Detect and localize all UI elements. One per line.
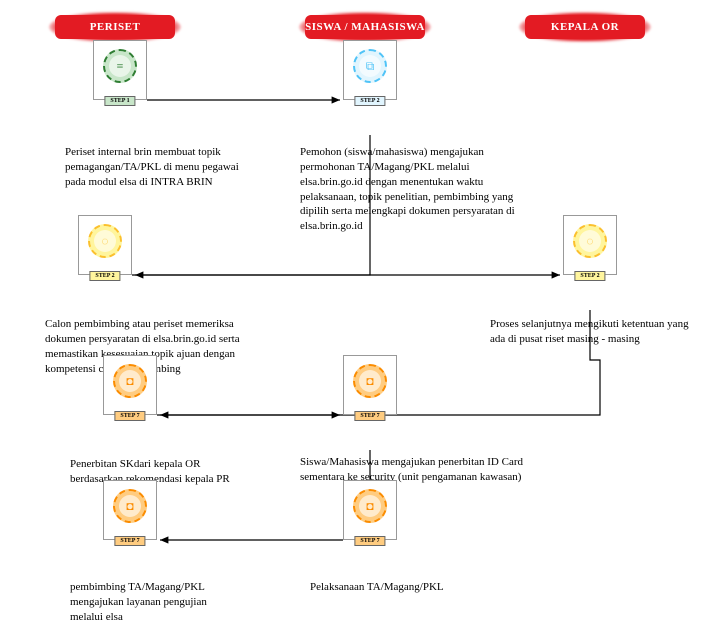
- step-description: Penerbitan SKdari kepala OR berdasarkan …: [70, 457, 250, 487]
- step-icon: ◘: [113, 489, 147, 523]
- step-description: Periset internal brin membuat topik pema…: [65, 145, 255, 190]
- step-box-s7b: ◘STEP 7: [343, 355, 397, 415]
- step-glyph-icon: ◌: [94, 230, 116, 252]
- step-box-s2: ⧉STEP 2: [343, 40, 397, 100]
- step-icon: ◌: [88, 224, 122, 258]
- step-box-s7d: ◘STEP 7: [343, 480, 397, 540]
- step-tag: STEP 7: [354, 536, 385, 546]
- step-icon: ◌: [573, 224, 607, 258]
- column-header-periset: PERISET: [55, 15, 175, 39]
- step-icon: ◘: [113, 364, 147, 398]
- step-tag: STEP 2: [89, 271, 120, 281]
- step-tag: STEP 7: [114, 411, 145, 421]
- step-tag: STEP 7: [354, 411, 385, 421]
- step-description: Pemohon (siswa/mahasiswa) mengajukan per…: [300, 145, 530, 234]
- step-description: Siswa/Mahasiswa mengajukan penerbitan ID…: [300, 455, 540, 485]
- step-tag: STEP 7: [114, 536, 145, 546]
- step-glyph-icon: ◌: [579, 230, 601, 252]
- step-box-s7a: ◘STEP 7: [103, 355, 157, 415]
- column-header-label: PERISET: [90, 21, 141, 33]
- step-glyph-icon: ◘: [119, 495, 141, 517]
- step-icon: ≡: [103, 49, 137, 83]
- step-box-s1: ≡STEP 1: [93, 40, 147, 100]
- step-description: pembimbing TA/Magang/PKL mengajukan laya…: [70, 580, 240, 625]
- step-description: Proses selanjutnya mengikuti ketentuan y…: [490, 317, 690, 347]
- step-tag: STEP 2: [574, 271, 605, 281]
- step-icon: ◘: [353, 364, 387, 398]
- step-glyph-icon: ⧉: [359, 55, 381, 77]
- step-icon: ⧉: [353, 49, 387, 83]
- step-tag: STEP 2: [354, 96, 385, 106]
- step-glyph-icon: ≡: [109, 55, 131, 77]
- step-box-s3b: ◌STEP 2: [563, 215, 617, 275]
- step-glyph-icon: ◘: [119, 370, 141, 392]
- step-tag: STEP 1: [104, 96, 135, 106]
- step-box-s7c: ◘STEP 7: [103, 480, 157, 540]
- column-header-label: SISWA / MAHASISWA: [305, 21, 425, 33]
- column-header-kepala: KEPALA OR: [525, 15, 645, 39]
- column-header-siswa: SISWA / MAHASISWA: [305, 15, 425, 39]
- step-glyph-icon: ◘: [359, 495, 381, 517]
- step-box-s3a: ◌STEP 2: [78, 215, 132, 275]
- step-description: Pelaksanaan TA/Magang/PKL: [310, 580, 470, 595]
- step-icon: ◘: [353, 489, 387, 523]
- column-header-label: KEPALA OR: [551, 21, 619, 33]
- step-glyph-icon: ◘: [359, 370, 381, 392]
